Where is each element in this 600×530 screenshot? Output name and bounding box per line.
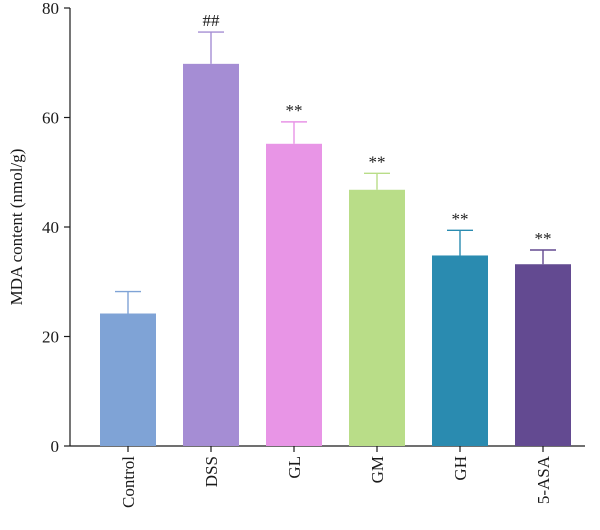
x-category-label: DSS xyxy=(202,456,221,487)
y-tick-label: 60 xyxy=(42,109,59,128)
bar xyxy=(349,189,405,446)
bar xyxy=(100,313,156,446)
x-category-label: Control xyxy=(119,456,138,508)
y-tick-label: 20 xyxy=(42,328,59,347)
bar xyxy=(266,143,322,446)
significance-label: ## xyxy=(203,11,221,30)
x-category-label: GM xyxy=(368,456,387,483)
x-category-label: 5-ASA xyxy=(534,455,553,504)
y-tick-label: 0 xyxy=(51,437,60,456)
y-tick-label: 80 xyxy=(42,0,59,18)
y-tick-label: 40 xyxy=(42,218,59,237)
y-axis-title: MDA content (nmol/g) xyxy=(7,149,26,306)
significance-label: ** xyxy=(452,209,469,228)
significance-label: ** xyxy=(369,152,386,171)
x-category-label: GL xyxy=(285,456,304,479)
x-category-label: GH xyxy=(451,456,470,481)
bar xyxy=(515,264,571,446)
significance-label: ** xyxy=(286,101,303,120)
bar xyxy=(432,255,488,446)
significance-label: ** xyxy=(535,229,552,248)
bar xyxy=(183,63,239,446)
